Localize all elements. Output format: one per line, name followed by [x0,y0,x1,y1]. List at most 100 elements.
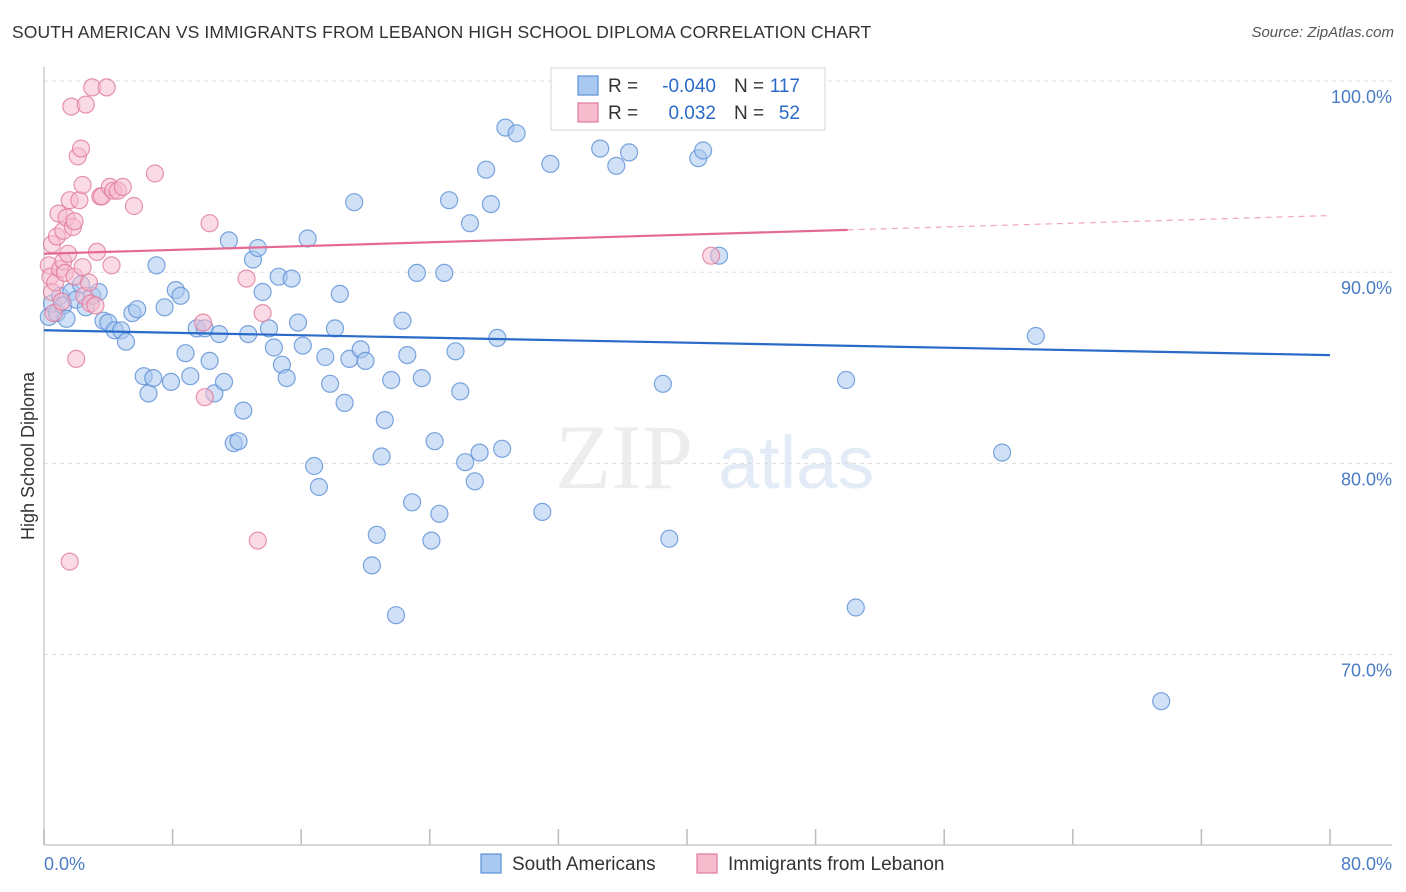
trend-line-extension-lebanon [847,214,1331,231]
point-south-americans-103 [836,370,856,390]
point-south-americans-57 [330,284,349,303]
point-lebanon-9 [52,292,71,311]
trend-line-lebanon [43,228,848,255]
point-south-americans-60 [345,193,364,212]
point-lebanon-44 [194,313,213,332]
point-lebanon-28 [76,95,95,114]
point-south-americans-79 [446,342,465,361]
point-lebanon-32 [86,296,105,315]
point-lebanon-36 [97,78,116,97]
watermark-atlas: atlas [718,421,874,504]
point-south-americans-78 [440,191,459,210]
point-south-americans-65 [372,447,391,466]
stats-n-value-pink: 52 [779,103,800,124]
point-south-americans-24 [161,372,181,391]
point-south-americans-74 [422,531,441,550]
watermark: ZIP atlas [555,406,874,508]
stats-box: R = -0.040 N = 117 R = 0.032 N = 52 [550,67,826,131]
point-south-americans-56 [325,319,345,338]
point-south-americans-28 [181,367,200,386]
point-south-americans-88 [493,439,512,458]
point-south-americans-42 [253,282,272,302]
point-south-americans-48 [282,269,301,288]
point-south-americans-86 [481,195,500,214]
x-ticks [43,829,1331,845]
point-lebanon-41 [113,177,132,196]
stats-r-value-blue: -0.040 [662,76,716,97]
source-credit: Source: ZipAtlas.com [1251,24,1394,41]
stats-swatch-pink [577,102,599,123]
point-south-americans-90 [507,124,526,143]
point-south-americans-26 [171,286,190,305]
legend: South Americans Immigrants from Lebanon [480,853,945,875]
point-south-americans-82 [460,214,480,233]
point-lebanon-43 [145,164,164,183]
point-south-americans-27 [176,344,195,363]
point-south-americans-64 [367,525,386,544]
point-lebanon-20 [65,212,84,231]
point-south-americans-38 [234,401,253,420]
legend-label-lebanon: Immigrants from Lebanon [728,854,945,875]
point-lebanon-24 [71,139,91,158]
point-south-americans-70 [398,346,417,365]
point-south-americans-20 [139,384,158,403]
stats-r-value-pink: 0.032 [668,103,716,124]
point-south-americans-18 [128,300,147,319]
point-south-americans-77 [435,263,454,282]
point-lebanon-29 [79,273,99,292]
point-south-americans-107 [1152,692,1171,711]
point-south-americans-84 [470,443,489,462]
point-south-americans-71 [403,493,422,512]
point-south-americans-85 [477,160,496,179]
point-south-americans-54 [316,347,335,367]
legend-swatch-south-americans [480,853,502,874]
legend-label-south-americans: South Americans [512,854,656,875]
point-south-americans-21 [144,369,163,388]
point-south-americans-75 [425,432,444,451]
point-south-americans-62 [356,351,375,370]
point-lebanon-38 [102,256,121,275]
point-south-americans-63 [362,556,381,575]
point-south-americans-34 [214,372,234,391]
point-lebanon-23 [70,191,89,210]
y-tick-label-100: 100.0% [1331,87,1392,107]
stats-r-label-blue: R = [608,76,638,97]
point-south-americans-104 [846,598,865,617]
point-south-americans-105 [992,443,1012,462]
point-lebanon-16 [60,552,79,571]
point-south-americans-67 [382,370,401,390]
point-south-americans-58 [335,393,354,412]
trend-layer [43,214,1331,357]
point-south-americans-35 [219,231,238,250]
x-tick-label-min: 0.0% [44,854,85,874]
point-south-americans-91 [533,502,552,521]
point-south-americans-68 [386,606,406,625]
point-south-americans-23 [155,298,174,317]
point-south-americans-80 [451,382,470,401]
y-tick-label-70: 70.0% [1341,661,1392,681]
point-lebanon-47 [237,269,256,288]
point-south-americans-22 [147,256,166,275]
point-lebanon-42 [124,196,144,216]
point-south-americans-76 [430,504,449,523]
stats-swatch-blue [577,75,599,96]
point-lebanon-45 [200,214,219,233]
y-tick-labels: 70.0% 80.0% 90.0% 100.0% [1331,87,1392,681]
point-south-americans-55 [321,374,340,393]
stats-n-label-pink: N = [734,103,764,124]
point-south-americans-106 [1026,326,1045,346]
point-south-americans-50 [293,336,312,355]
point-south-americans-96 [619,143,639,162]
point-south-americans-16 [116,332,136,351]
point-south-americans-83 [465,472,484,491]
points-layer [39,76,1171,711]
point-south-americans-81 [456,453,475,472]
point-south-americans-49 [288,313,308,332]
point-lebanon-51 [701,246,721,265]
point-lebanon-25 [73,175,92,195]
point-lebanon-49 [253,304,272,323]
point-lebanon-26 [73,258,92,277]
point-south-americans-44 [264,338,283,357]
point-south-americans-66 [375,411,394,430]
